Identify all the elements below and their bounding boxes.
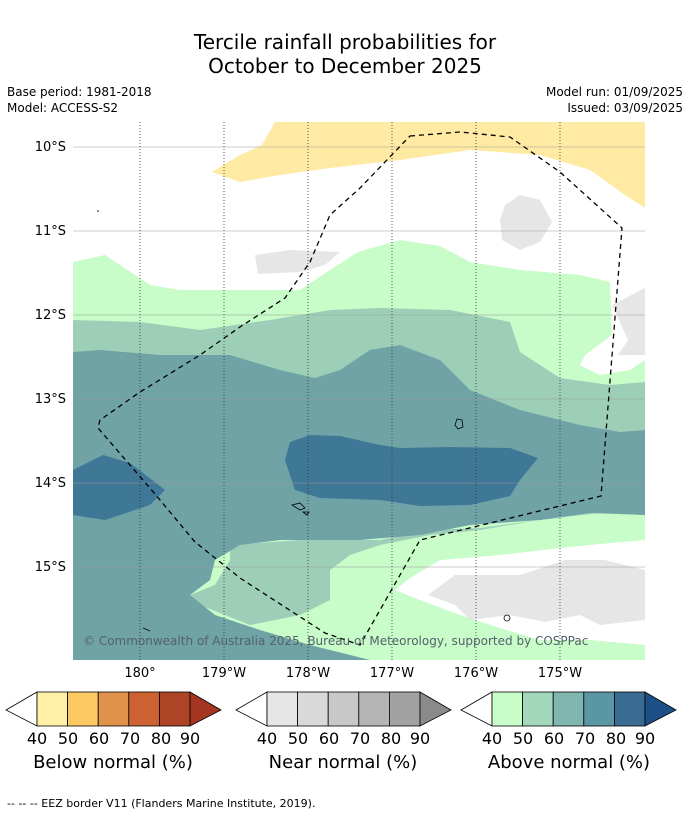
island-small [503,614,511,622]
lat-labels: 10°S 11°S 12°S 13°S 14°S 15°S [35,140,66,575]
colorbar-above-normal: 40 50 60 70 80 90 [460,691,677,748]
eez-border [97,131,623,646]
colorbar-cell [552,691,585,727]
lat-label: 13°S [35,392,66,407]
lon-label: 179°W [202,666,246,678]
map-title: Tercile rainfall probabilities for Octob… [0,30,690,78]
near-normal-patch-1 [500,195,552,250]
tick-label: 90 [410,729,430,748]
above-70-zone-east [285,435,538,506]
lon-labels: 180° 179°W 178°W 177°W 176°W 175°W [124,666,582,678]
tick-label: 60 [544,729,564,748]
model-run: Model run: 01/09/2025 [545,85,683,99]
below-normal-caption: Below normal (%) [33,752,193,773]
colorbar-below-normal: 40 50 60 70 80 90 [5,691,222,748]
tick-label: 40 [27,729,47,748]
lat-gridlines [73,146,645,568]
lat-label: 10°S [35,140,66,155]
colorbar-above-normal-high-arrow [644,691,677,727]
colorbar-near-normal-high-arrow [419,691,452,727]
colorbar-cell [128,691,160,727]
colorbar-cell [297,691,329,727]
lat-label: 11°S [35,224,66,239]
base-period: Base period: 1981-2018 [7,85,152,99]
lat-label: 14°S [35,476,66,491]
colorbar-cell [67,691,99,727]
probability-map: © Commonwealth of Australia 2025, Bureau… [35,122,645,678]
tick-label: 60 [319,729,339,748]
colorbar-above-normal-low-arrow [460,691,493,727]
above-60-zone [73,345,645,660]
tick-label: 70 [350,729,370,748]
colorbar-cell [491,691,524,727]
lon-label: 175°W [538,666,582,678]
colorbar-near-normal-low-arrow [235,691,268,727]
island-futuna [290,502,310,516]
colorbar-below-normal-low-arrow [5,691,38,727]
near-normal-patch-2 [255,250,340,274]
lon-label: 176°W [454,666,498,678]
island-dot [97,210,99,212]
lon-label: 177°W [370,666,414,678]
colorbar-cell [158,691,191,727]
lon-label: 180° [124,666,155,678]
colorbar-cell [358,691,390,727]
colorbar-cell [583,691,615,727]
near-normal-patch-5 [428,560,645,625]
below-normal-zone [212,122,645,208]
colorbar-cell [36,691,69,727]
colorbar-cell [327,691,360,727]
above-normal-caption: Above normal (%) [487,752,651,773]
colorbar-cell [522,691,554,727]
tick-label: 60 [89,729,109,748]
tick-label: 80 [381,729,401,748]
colorbar-near-normal: 40 50 60 70 80 90 [235,691,452,748]
island-west [142,627,151,632]
colorbar-near-normal-ticks: 40 50 60 70 80 90 [257,729,430,748]
lat-label: 15°S [35,560,66,575]
tick-label: 50 [288,729,308,748]
lat-label: 12°S [35,308,66,323]
tick-label: 70 [575,729,595,748]
colorbar-above-normal-ticks: 40 50 60 70 80 90 [482,729,655,748]
copyright-text: © Commonwealth of Australia 2025, Bureau… [83,634,588,648]
near-normal-caption: Near normal (%) [268,752,418,773]
title-line-2: October to December 2025 [208,54,482,78]
island-wallis [454,418,464,430]
tick-label: 90 [180,729,200,748]
eez-footnote: -- -- -- EEZ border V11 (Flanders Marine… [7,797,316,810]
tick-label: 40 [257,729,277,748]
lon-label: 178°W [286,666,330,678]
colorbar-above-normal-cells [491,691,646,727]
colorbar-cell [97,691,130,727]
meta-left: Base period: 1981-2018 Model: ACCESS-S2 [7,84,152,116]
meta-right: Model run: 01/09/2025 Issued: 03/09/2025 [546,84,683,116]
near-normal-patch-3 [612,288,645,355]
tick-label: 50 [513,729,533,748]
colorbar-below-normal-high-arrow [189,691,222,727]
tick-label: 90 [635,729,655,748]
issued-date: Issued: 03/09/2025 [567,101,683,115]
tick-label: 80 [606,729,626,748]
tick-label: 50 [58,729,78,748]
above-70-zone-west [73,455,165,520]
colorbar-near-normal-cells [266,691,421,727]
colorbar-cell [388,691,421,727]
colorbar-cell [613,691,646,727]
colorbar-cell [266,691,299,727]
model-name: Model: ACCESS-S2 [7,101,119,115]
colorbar-below-normal-cells [36,691,191,727]
tick-label: 40 [482,729,502,748]
colorbar-below-normal-ticks: 40 50 60 70 80 90 [27,729,200,748]
tick-label: 70 [120,729,140,748]
title-line-1: Tercile rainfall probabilities for [193,30,497,54]
tick-label: 80 [151,729,171,748]
